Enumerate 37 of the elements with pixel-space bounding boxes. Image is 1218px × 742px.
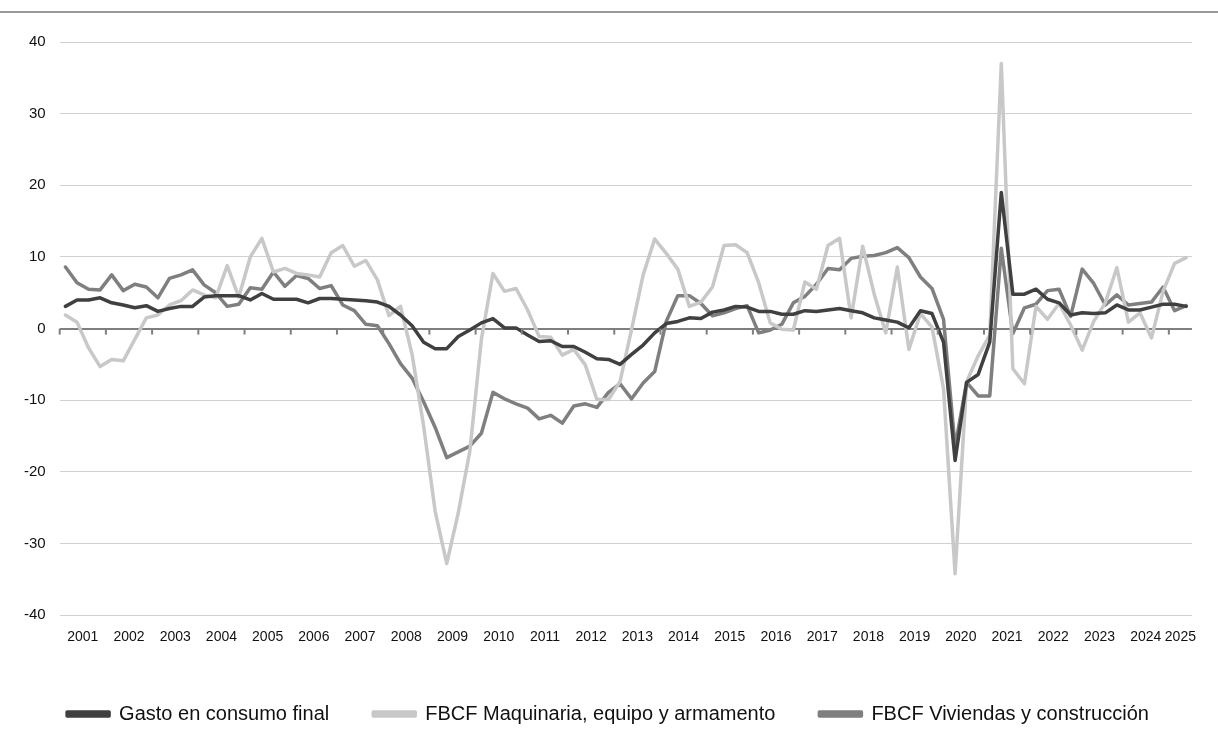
x-tick-label: 2008 (390, 628, 423, 645)
y-tick-label: 40 (28, 32, 46, 50)
x-tick-label: 2010 (483, 628, 515, 645)
x-tick-label: 2003 (159, 628, 191, 645)
y-tick-label: -10 (23, 390, 46, 408)
x-tick-label: 2009 (436, 628, 469, 645)
x-tick-label: 2014 (668, 628, 700, 645)
x-tick-label: 2006 (298, 628, 330, 645)
y-tick-label: -20 (23, 462, 46, 480)
x-tick-label: 2024 (1130, 628, 1162, 645)
x-tick-label: 2022 (1037, 628, 1070, 645)
x-tick-label: 2005 (252, 628, 284, 645)
y-tick-label: 0 (37, 318, 46, 336)
x-tick-label: 2007 (344, 628, 376, 645)
x-tick-label: 2025 (1164, 628, 1197, 645)
x-tick-label: 2021 (991, 628, 1023, 645)
x-tick-label: 2016 (760, 628, 792, 645)
y-tick-label: 10 (28, 247, 46, 265)
x-tick-label: 2004 (205, 628, 238, 645)
x-tick-label: 2020 (945, 628, 977, 645)
x-tick-label: 2018 (852, 628, 885, 645)
legend-label: Gasto en consumo final (119, 701, 330, 724)
y-tick-label: -30 (23, 533, 46, 551)
y-tick-label: -40 (23, 605, 46, 623)
legend-label: FBCF Viviendas y construcción (871, 701, 1149, 724)
x-tick-label: 2019 (899, 628, 931, 645)
x-tick-label: 2012 (575, 628, 607, 645)
x-tick-label: 2001 (67, 628, 99, 645)
x-tick-label: 2015 (714, 628, 746, 645)
legend-label: FBCF Maquinaria, equipo y armamento (425, 701, 776, 724)
x-tick-label: 2011 (529, 628, 561, 645)
y-tick-label: 20 (28, 175, 46, 193)
x-tick-label: 2017 (806, 628, 838, 645)
x-tick-label: 2023 (1083, 628, 1116, 645)
x-tick-label: 2002 (113, 628, 145, 645)
x-tick-label: 2013 (621, 628, 654, 645)
y-tick-label: 30 (28, 103, 46, 121)
